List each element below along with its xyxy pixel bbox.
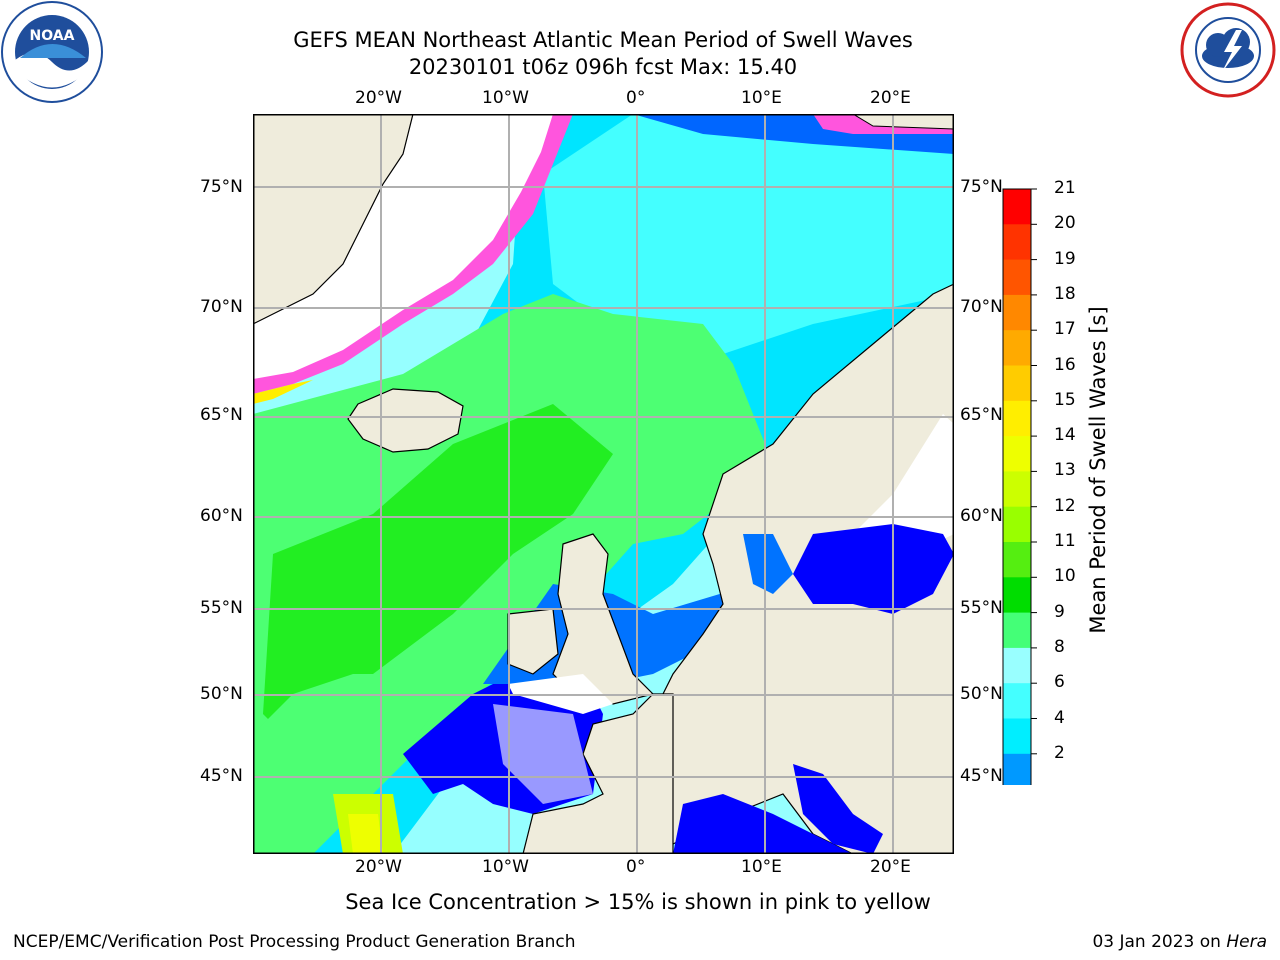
noaa-logo-icon: NOAA bbox=[1, 1, 103, 103]
lat-label-right: 60°N bbox=[960, 506, 1003, 526]
lat-label-right: 55°N bbox=[960, 598, 1003, 618]
lon-label-bottom: 20°W bbox=[355, 857, 402, 877]
lat-label-right: 45°N bbox=[960, 766, 1003, 786]
sea-ice-caption: Sea Ice Concentration > 15% is shown in … bbox=[345, 890, 931, 914]
colorbar-tick-label: 17 bbox=[1054, 319, 1076, 340]
colorbar-segment bbox=[1003, 577, 1031, 614]
lat-label-left: 75°N bbox=[200, 177, 243, 197]
colorbar-segment bbox=[1003, 506, 1031, 543]
colorbar-segment bbox=[1003, 753, 1031, 785]
colorbar-tick-label: 12 bbox=[1054, 495, 1076, 516]
colorbar-segment bbox=[1003, 647, 1031, 684]
colorbar-tick-label: 9 bbox=[1054, 601, 1065, 622]
colorbar-tick-label: 16 bbox=[1054, 354, 1076, 375]
footer-date: 03 Jan 2023 on Hera bbox=[1092, 932, 1267, 952]
colorbar bbox=[1002, 188, 1037, 785]
lon-label-bottom: 0° bbox=[626, 857, 646, 877]
swell-period-map bbox=[253, 114, 954, 854]
footer-machine: Hera bbox=[1226, 932, 1267, 952]
colorbar-tick-label: 14 bbox=[1054, 425, 1076, 446]
france-iberia bbox=[522, 693, 674, 854]
national-weather-service-logo-icon bbox=[1180, 2, 1276, 98]
ocean-green-dark-region bbox=[263, 404, 613, 754]
iceland bbox=[347, 388, 464, 453]
lon-label-top: 10°W bbox=[482, 88, 529, 108]
lat-label-left: 55°N bbox=[200, 598, 243, 618]
colorbar-segment bbox=[1003, 189, 1031, 225]
colorbar-segment bbox=[1003, 294, 1031, 331]
map-title: GEFS MEAN Northeast Atlantic Mean Period… bbox=[293, 28, 913, 52]
footer-organization: NCEP/EMC/Verification Post Processing Pr… bbox=[13, 932, 576, 952]
colorbar-segment bbox=[1003, 330, 1031, 366]
colorbar-tick-label: 18 bbox=[1054, 283, 1076, 304]
colorbar-title: Mean Period of Swell Waves [s] bbox=[1086, 306, 1110, 634]
lat-label-left: 45°N bbox=[200, 766, 243, 786]
lat-label-right: 75°N bbox=[960, 177, 1003, 197]
colorbar-tick-label: 6 bbox=[1054, 672, 1065, 693]
colorbar-segment bbox=[1003, 718, 1031, 755]
colorbar-segment bbox=[1003, 365, 1031, 402]
greenland-land bbox=[253, 114, 414, 325]
colorbar-segment bbox=[1003, 436, 1031, 472]
lat-label-right: 65°N bbox=[960, 405, 1003, 425]
ocean-cyan-north bbox=[543, 114, 954, 354]
lon-label-bottom: 20°E bbox=[870, 857, 911, 877]
colorbar-tick-label: 8 bbox=[1054, 636, 1065, 657]
graticule bbox=[253, 114, 954, 854]
colorbar-tick-label: 19 bbox=[1054, 248, 1076, 269]
lon-label-bottom: 10°W bbox=[482, 857, 529, 877]
lat-label-left: 60°N bbox=[200, 506, 243, 526]
lat-label-left: 50°N bbox=[200, 684, 243, 704]
colorbar-tick-label: 4 bbox=[1054, 707, 1065, 728]
colorbar-tick-label: 20 bbox=[1054, 213, 1076, 234]
lon-label-bottom: 10°E bbox=[741, 857, 782, 877]
colorbar-segment bbox=[1003, 400, 1031, 437]
colorbar-segment bbox=[1003, 259, 1031, 296]
colorbar-tick-label: 15 bbox=[1054, 389, 1076, 410]
lat-label-right: 70°N bbox=[960, 297, 1003, 317]
colorbar-outline bbox=[1002, 188, 1032, 785]
colorbar-tick-label: 11 bbox=[1054, 531, 1076, 551]
colorbar-segment bbox=[1003, 612, 1031, 649]
lon-label-top: 10°E bbox=[741, 88, 782, 108]
map-subtitle: 20230101 t06z 096h fcst Max: 15.40 bbox=[408, 55, 798, 79]
mediterranean-sea bbox=[673, 794, 853, 854]
colorbar-segment bbox=[1003, 542, 1031, 578]
baltic-sea bbox=[793, 524, 954, 614]
colorbar-segment bbox=[1003, 224, 1031, 261]
lat-label-left: 70°N bbox=[200, 297, 243, 317]
colorbar-tick-label: 13 bbox=[1054, 460, 1076, 481]
map-frame bbox=[253, 114, 954, 854]
colorbar-tick-label: 2 bbox=[1054, 742, 1065, 763]
lon-label-top: 20°E bbox=[870, 88, 911, 108]
colorbar-tick-label: 10 bbox=[1054, 566, 1076, 587]
lon-label-top: 0° bbox=[626, 88, 646, 108]
svg-text:NOAA: NOAA bbox=[30, 28, 75, 44]
lat-label-right: 50°N bbox=[960, 684, 1003, 704]
colorbar-segment bbox=[1003, 471, 1031, 508]
colorbar-tick-label: 21 bbox=[1054, 178, 1076, 198]
footer-date-text: 03 Jan 2023 on bbox=[1092, 932, 1227, 952]
colorbar-segment bbox=[1003, 683, 1031, 719]
lat-label-left: 65°N bbox=[200, 405, 243, 425]
lon-label-top: 20°W bbox=[355, 88, 402, 108]
